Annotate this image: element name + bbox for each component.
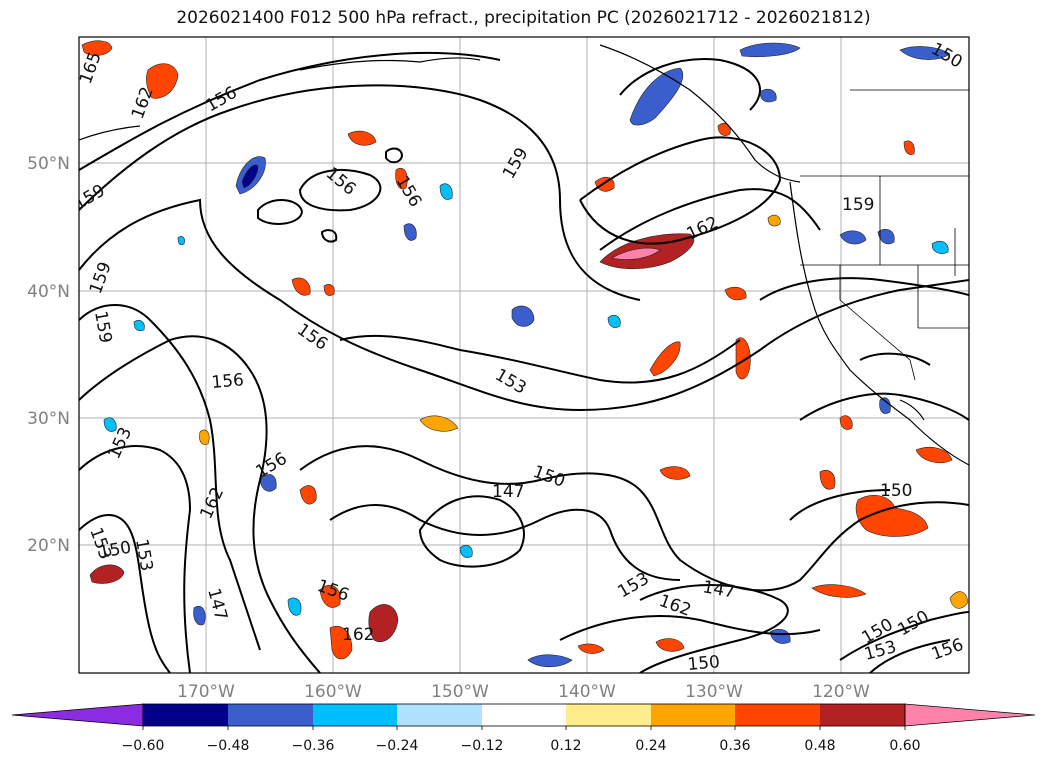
precipitation-shading bbox=[81, 40, 969, 668]
colorbar-segment bbox=[820, 704, 905, 726]
contour-label: 150 bbox=[880, 481, 912, 501]
colorbar-tick-label: 0.48 bbox=[804, 738, 835, 754]
lon-label: 170°W bbox=[177, 682, 235, 702]
colorbar-segment bbox=[143, 704, 228, 726]
colorbar-tick-labels: −0.60 −0.48 −0.36 −0.24 −0.12 0.12 0.24 … bbox=[122, 738, 921, 754]
contour-label: 162 bbox=[342, 625, 374, 645]
colorbar-tick-label: −0.48 bbox=[207, 738, 250, 754]
colorbar-segment bbox=[11, 703, 144, 727]
lat-label: 30°N bbox=[27, 409, 70, 429]
map-title: 2026021400 F012 500 hPa refract., precip… bbox=[176, 8, 871, 28]
colorbar-tick-label: −0.12 bbox=[461, 738, 504, 754]
longitude-labels: 170°W 160°W 150°W 140°W 130°W 120°W bbox=[177, 682, 870, 702]
colorbar-tick-label: 0.60 bbox=[889, 738, 920, 754]
colorbar-segment bbox=[904, 703, 1036, 727]
contour-label: 159 bbox=[842, 195, 874, 215]
colorbar-tick-label: 0.12 bbox=[550, 738, 581, 754]
contour-label: 156 bbox=[211, 370, 245, 393]
lon-label: 130°W bbox=[685, 682, 743, 702]
lon-label: 150°W bbox=[431, 682, 489, 702]
lon-label: 160°W bbox=[304, 682, 362, 702]
colorbar-tick-label: −0.36 bbox=[292, 738, 335, 754]
colorbar-outline bbox=[142, 703, 906, 727]
lat-label: 40°N bbox=[27, 282, 70, 302]
colorbar-segment bbox=[397, 704, 482, 726]
colorbar-ticks bbox=[142, 726, 906, 730]
lon-label: 120°W bbox=[812, 682, 870, 702]
colorbar-tick-label: −0.24 bbox=[376, 738, 419, 754]
colorbar-segment bbox=[651, 704, 735, 726]
lat-label: 20°N bbox=[27, 536, 70, 556]
colorbar-segment bbox=[313, 704, 397, 726]
map-panel: 165 162 156 159 159 156 156 159 162 159 … bbox=[79, 37, 969, 675]
contour-label: 150 bbox=[687, 652, 721, 675]
colorbar-segment bbox=[228, 704, 313, 726]
colorbar-tick-label: 0.36 bbox=[719, 738, 750, 754]
colorbar-segment bbox=[566, 704, 651, 726]
colorbar-segment bbox=[735, 704, 820, 726]
coastlines bbox=[79, 44, 969, 466]
refractivity-contours bbox=[79, 51, 969, 673]
lon-label: 140°W bbox=[558, 682, 616, 702]
lat-label: 50°N bbox=[27, 154, 70, 174]
colorbar-tick-label: −0.60 bbox=[122, 738, 165, 754]
state-borders bbox=[800, 89, 969, 381]
colorbar: −0.60 −0.48 −0.36 −0.24 −0.12 0.12 0.24 … bbox=[11, 703, 1036, 754]
map-frame bbox=[78, 36, 970, 674]
colorbar-tick-label: 0.24 bbox=[635, 738, 666, 754]
contour-label: 147 bbox=[492, 482, 524, 502]
latitude-labels: 50°N 40°N 30°N 20°N bbox=[27, 154, 70, 556]
colorbar-segment bbox=[482, 704, 566, 726]
gridlines bbox=[79, 37, 969, 673]
